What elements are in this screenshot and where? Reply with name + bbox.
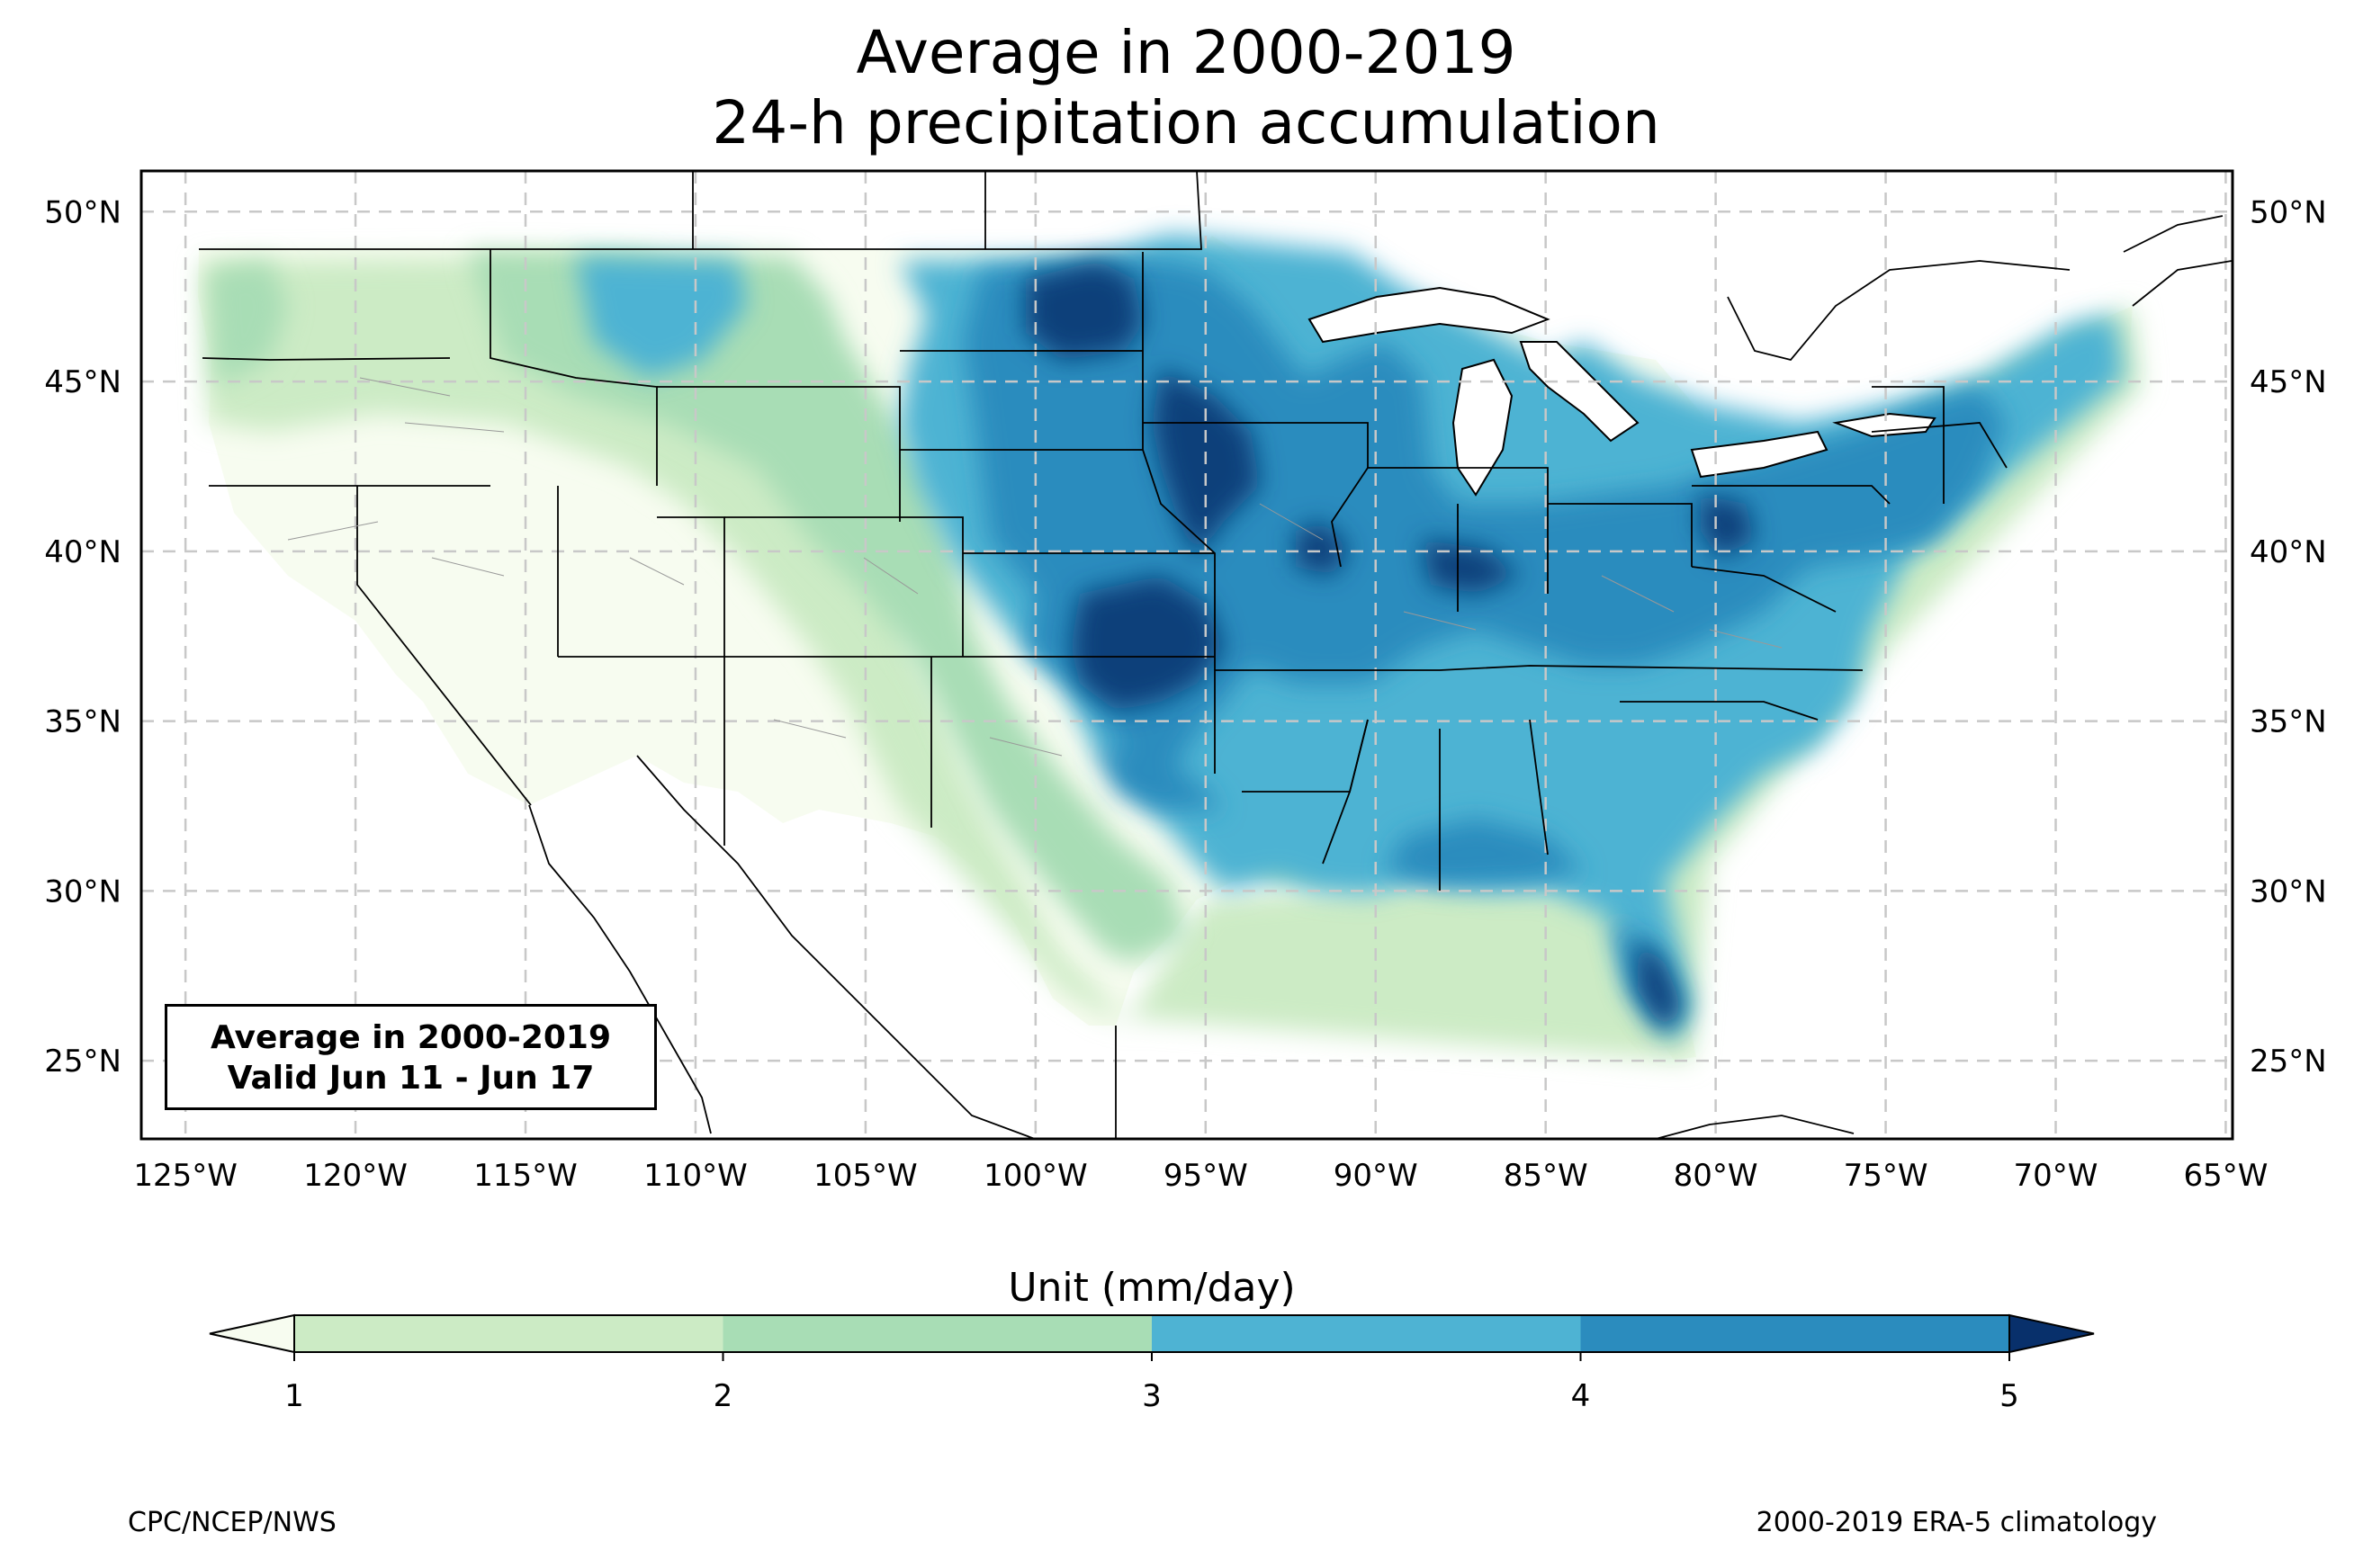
lon-tick-label: 120°W [303, 1158, 408, 1194]
lon-tick-label: 110°W [643, 1158, 748, 1194]
lat-tick-label-left: 50°N [44, 194, 121, 230]
lat-tick-label-right: 45°N [2250, 364, 2327, 400]
lon-tick-label: 80°W [1674, 1158, 1758, 1194]
colorbar-bin [1152, 1315, 1581, 1352]
lat-tick-label-left: 35°N [44, 704, 121, 740]
info-box-line2: Valid Jun 11 - Jun 17 [227, 1060, 595, 1097]
lat-tick-label-right: 40°N [2250, 534, 2327, 570]
colorbar-tick-label: 5 [1999, 1378, 2019, 1414]
lat-tick-label-right: 25°N [2250, 1044, 2327, 1080]
lon-tick-label: 90°W [1334, 1158, 1418, 1194]
map-title-line2: 24-h precipitation accumulation [712, 88, 1660, 157]
lon-tick-label: 70°W [2014, 1158, 2098, 1194]
lon-tick-label: 65°W [2183, 1158, 2268, 1194]
footer-source: 2000-2019 ERA-5 climatology [1756, 1507, 2157, 1538]
longitude-tick-labels: 125°W 120°W 115°W 110°W 105°W 100°W 95°W 90°W 85… [133, 1158, 2268, 1194]
borders [199, 171, 2008, 891]
latitude-tick-labels-right: 50°N 45°N 40°N 35°N 30°N 25°N [2250, 194, 2327, 1080]
mexico-coast [528, 755, 1117, 1139]
colorbar-title: Unit (mm/day) [1008, 1265, 1296, 1311]
great-lakes [1307, 286, 1936, 497]
lon-tick-label: 125°W [133, 1158, 238, 1194]
lon-tick-label: 75°W [1844, 1158, 1928, 1194]
colorbar-tick-label: 4 [1571, 1378, 1591, 1414]
colorbar-under-triangle [209, 1313, 295, 1354]
map-frame [139, 169, 2234, 1141]
lat-tick-label-left: 40°N [44, 534, 121, 570]
county-lines [287, 377, 1783, 757]
lon-tick-label: 105°W [813, 1158, 918, 1194]
map-title-line1: Average in 2000-2019 [856, 18, 1516, 87]
colorbar-bin [723, 1315, 1153, 1352]
lon-tick-label: 95°W [1164, 1158, 1248, 1194]
info-box: Average in 2000-2019 Valid Jun 11 - Jun … [165, 1004, 657, 1110]
lat-tick-label-right: 35°N [2250, 704, 2327, 740]
lat-tick-label-right: 50°N [2250, 194, 2327, 230]
colorbar-tick-label: 2 [714, 1378, 733, 1414]
lat-tick-label-left: 30°N [44, 874, 121, 909]
footer-credit: CPC/NCEP/NWS [128, 1507, 337, 1538]
lon-tick-label: 100°W [984, 1158, 1088, 1194]
cuba-coast [1655, 1115, 1855, 1139]
colorbar-over-triangle [2008, 1313, 2095, 1354]
latitude-tick-labels-left: 50°N 45°N 40°N 35°N 30°N 25°N [44, 194, 121, 1080]
precip-band-over-5 [1026, 261, 1755, 1035]
lon-tick-label: 85°W [1504, 1158, 1588, 1194]
colorbar-tick-label: 3 [1142, 1378, 1162, 1414]
colorbar-bin [1580, 1315, 2010, 1352]
lat-tick-label-left: 25°N [44, 1044, 121, 1080]
colorbar: 1 2 3 4 5 [209, 1313, 2095, 1414]
colorbar-bin [294, 1315, 723, 1352]
map-gridlines [141, 171, 2233, 1139]
map-area [141, 171, 2233, 1139]
info-box-line1: Average in 2000-2019 [210, 1019, 612, 1056]
lat-tick-label-left: 45°N [44, 364, 121, 400]
lat-tick-label-right: 30°N [2250, 874, 2327, 909]
lon-tick-label: 115°W [473, 1158, 578, 1194]
colorbar-tick-label: 1 [284, 1378, 304, 1414]
canada-east-coast [1727, 215, 2233, 362]
